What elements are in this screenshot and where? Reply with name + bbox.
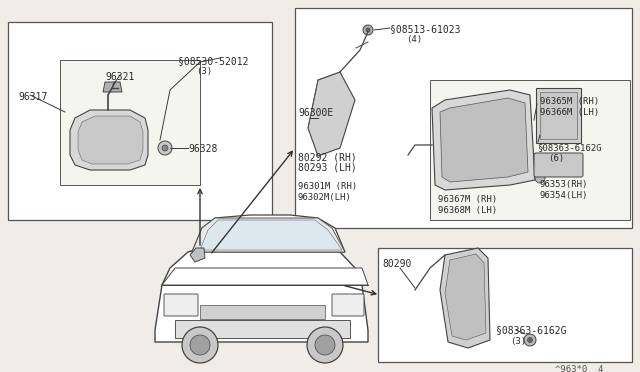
Text: ^963*0  4: ^963*0 4 xyxy=(555,365,604,372)
Text: 80290: 80290 xyxy=(382,259,412,269)
FancyBboxPatch shape xyxy=(164,294,198,316)
Polygon shape xyxy=(440,98,528,182)
Polygon shape xyxy=(78,116,143,164)
Text: 96328: 96328 xyxy=(188,144,218,154)
Polygon shape xyxy=(445,254,486,340)
Polygon shape xyxy=(190,248,205,262)
Text: (4): (4) xyxy=(406,35,422,44)
Text: §08363-6162G: §08363-6162G xyxy=(537,143,602,152)
Circle shape xyxy=(307,327,343,363)
Text: §08513-61023: §08513-61023 xyxy=(390,24,461,34)
Bar xyxy=(540,92,577,139)
Bar xyxy=(8,22,272,220)
Bar xyxy=(378,248,632,362)
Text: 96353(RH): 96353(RH) xyxy=(540,180,588,189)
Polygon shape xyxy=(70,110,148,170)
Circle shape xyxy=(182,327,218,363)
Text: 96365M (RH): 96365M (RH) xyxy=(540,97,599,106)
Text: 96300E: 96300E xyxy=(298,108,333,118)
Polygon shape xyxy=(432,90,535,190)
Text: 96366M (LH): 96366M (LH) xyxy=(540,108,599,117)
Circle shape xyxy=(535,173,545,183)
Text: 96321: 96321 xyxy=(105,72,134,82)
Polygon shape xyxy=(440,248,490,348)
Text: (3): (3) xyxy=(196,67,212,76)
Polygon shape xyxy=(103,82,122,92)
Circle shape xyxy=(158,141,172,155)
Bar xyxy=(430,80,630,220)
Circle shape xyxy=(527,337,532,343)
Polygon shape xyxy=(200,220,342,250)
Text: 96354(LH): 96354(LH) xyxy=(540,191,588,200)
Circle shape xyxy=(162,145,168,151)
Circle shape xyxy=(524,334,536,346)
Text: §08530-52012: §08530-52012 xyxy=(178,56,248,66)
Bar xyxy=(536,88,581,143)
Polygon shape xyxy=(162,268,368,285)
Text: 80292 (RH): 80292 (RH) xyxy=(298,152,356,162)
Text: §08363-6162G: §08363-6162G xyxy=(496,325,566,335)
Polygon shape xyxy=(192,215,345,252)
Text: 80293 (LH): 80293 (LH) xyxy=(298,163,356,173)
Bar xyxy=(60,60,200,185)
Text: 96367M (RH): 96367M (RH) xyxy=(438,195,497,204)
Polygon shape xyxy=(192,218,345,252)
Text: 96317: 96317 xyxy=(18,92,47,102)
Polygon shape xyxy=(308,72,355,156)
Circle shape xyxy=(190,335,210,355)
Text: 96368M (LH): 96368M (LH) xyxy=(438,206,497,215)
Polygon shape xyxy=(155,242,368,342)
Bar xyxy=(200,305,325,319)
Circle shape xyxy=(363,25,373,35)
Text: (6): (6) xyxy=(548,154,564,163)
Bar xyxy=(295,8,632,228)
FancyBboxPatch shape xyxy=(534,153,583,177)
Text: 96302M(LH): 96302M(LH) xyxy=(298,193,352,202)
FancyBboxPatch shape xyxy=(332,294,364,316)
Circle shape xyxy=(315,335,335,355)
Bar xyxy=(175,320,350,338)
Text: (3): (3) xyxy=(510,337,526,346)
Circle shape xyxy=(366,28,370,32)
Text: 96301M (RH): 96301M (RH) xyxy=(298,182,357,191)
